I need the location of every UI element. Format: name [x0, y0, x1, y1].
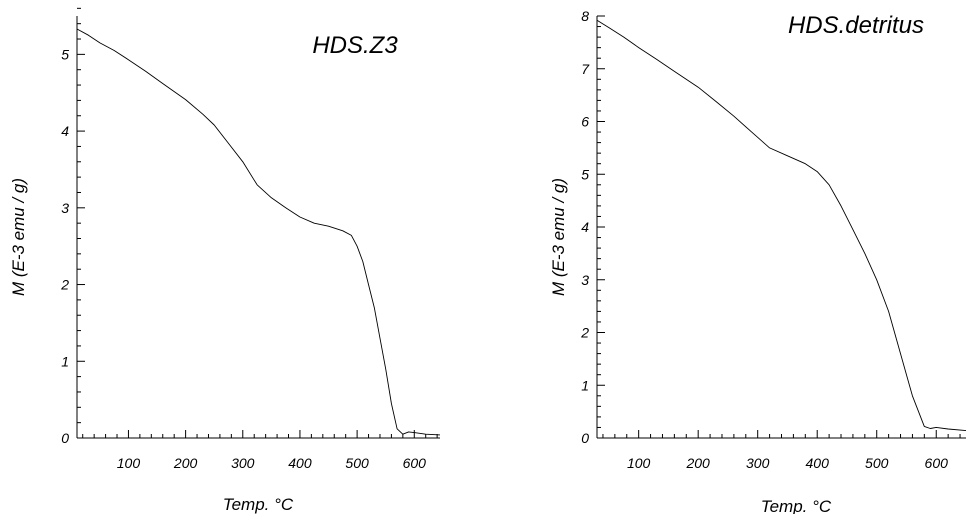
- y-tick-label: 4: [581, 219, 589, 235]
- x-tick-label: 600: [925, 455, 949, 471]
- y-tick-label: 3: [61, 200, 69, 216]
- y-tick-label: 6: [581, 114, 589, 130]
- y-tick-label: 2: [60, 277, 69, 293]
- chart-panel-hds-z3: HDS.Z3 Temp. °C M (E-3 emu / g) 100 200 30…: [9, 7, 441, 514]
- x-tick-label: 200: [685, 455, 710, 471]
- series-line: [596, 19, 966, 432]
- y-tick-label: 3: [581, 272, 589, 288]
- x-tick-label: 100: [117, 455, 141, 471]
- y-tick-label: 5: [581, 166, 589, 182]
- series-line: [76, 28, 441, 436]
- chart-title: HDS.Z3: [312, 32, 398, 59]
- y-tick-label: 2: [580, 325, 589, 341]
- x-tick-label: 200: [173, 455, 198, 471]
- y-tick-label: 7: [581, 61, 590, 77]
- x-tick-label: 400: [806, 455, 830, 471]
- x-tick-label: 400: [288, 455, 312, 471]
- x-tick-label: 100: [627, 455, 651, 471]
- x-tick-label: 300: [231, 455, 255, 471]
- x-tick-label: 600: [403, 455, 427, 471]
- y-tick-label: 8: [581, 8, 589, 24]
- x-tick-label: 500: [865, 455, 889, 471]
- x-tick-label: 300: [746, 455, 770, 471]
- y-axis-title: M (E-3 emu / g): [549, 178, 568, 296]
- y-tick-label: 4: [61, 123, 69, 139]
- y-tick-label: 5: [61, 46, 69, 62]
- y-tick-label: 0: [61, 430, 69, 446]
- y-tick-label: 1: [581, 377, 589, 393]
- x-axis-title: Temp. °C: [223, 495, 294, 514]
- y-tick-label: 0: [581, 430, 589, 446]
- x-tick-label: 500: [345, 455, 369, 471]
- chart-title: HDS.detritus: [788, 12, 924, 39]
- chart-panel-hds-detritus: HDS.detritus Temp. °C M (E-3 emu / g) 10…: [549, 8, 966, 514]
- x-axis-title: Temp. °C: [761, 497, 832, 514]
- y-axis-title: M (E-3 emu / g): [9, 178, 28, 296]
- y-tick-label: 1: [61, 353, 69, 369]
